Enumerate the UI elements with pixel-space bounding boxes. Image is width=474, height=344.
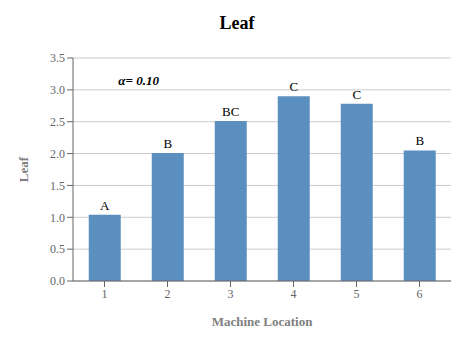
svg-text:1.5: 1.5 xyxy=(50,179,65,193)
svg-text:Machine Location: Machine Location xyxy=(212,314,314,329)
svg-text:C: C xyxy=(289,79,298,94)
svg-text:BC: BC xyxy=(222,104,239,119)
svg-text:3.5: 3.5 xyxy=(50,51,65,65)
html-text:α= 0.10: α= 0.10 xyxy=(118,72,159,88)
svg-text:0.5: 0.5 xyxy=(50,242,65,256)
svg-text:1: 1 xyxy=(102,287,108,301)
svg-text:B: B xyxy=(163,136,172,151)
svg-text:6: 6 xyxy=(417,287,423,301)
svg-text:A: A xyxy=(100,198,110,213)
svg-text:B: B xyxy=(415,133,424,148)
svg-text:2.0: 2.0 xyxy=(50,147,65,161)
svg-text:2: 2 xyxy=(165,287,171,301)
svg-text:1.0: 1.0 xyxy=(50,211,65,225)
svg-text:3.0: 3.0 xyxy=(50,83,65,97)
svg-text:2.5: 2.5 xyxy=(50,115,65,129)
html-text:Leaf: Leaf xyxy=(219,13,255,33)
svg-text:4: 4 xyxy=(291,287,297,301)
svg-text:5: 5 xyxy=(354,287,360,301)
svg-text:0.0: 0.0 xyxy=(50,274,65,288)
svg-text:3: 3 xyxy=(228,287,234,301)
svg-text:Leaf: Leaf xyxy=(16,156,31,182)
svg-text:C: C xyxy=(352,87,361,102)
